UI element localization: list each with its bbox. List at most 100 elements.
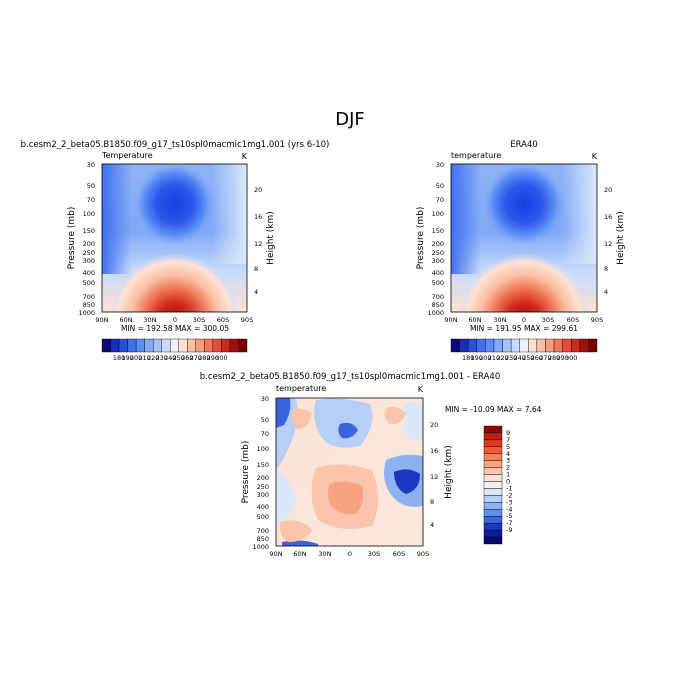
htick-model: 12 bbox=[254, 240, 262, 248]
height-ticks-model: 20 16 12 8 4 bbox=[254, 186, 262, 296]
colorbar-swatch bbox=[483, 522, 503, 531]
htick-model: 20 bbox=[254, 186, 262, 194]
colorbar-label: 200 bbox=[479, 354, 491, 362]
colorbar-label: 9 bbox=[506, 429, 510, 437]
lat-tick-obs: 0 bbox=[522, 316, 526, 324]
panel-title-obs: ERA40 bbox=[510, 140, 538, 150]
colorbar-swatch bbox=[483, 467, 503, 475]
colorbar-label: 5 bbox=[506, 443, 510, 451]
lat-tick-model: 60S bbox=[217, 316, 229, 324]
colorbar-label: 240 bbox=[164, 354, 176, 362]
lat-tick-diff: 60S bbox=[393, 550, 405, 558]
ptick-diff: 50 bbox=[261, 416, 269, 424]
colorbar-swatch bbox=[483, 446, 503, 454]
colorbar-label: 220 bbox=[496, 354, 508, 362]
colorbar-swatch bbox=[118, 338, 128, 353]
htick-diff: 20 bbox=[430, 421, 438, 429]
colorbar-label: 2 bbox=[506, 464, 510, 472]
ptick-diff: 150 bbox=[257, 461, 269, 469]
panel-obs: ERA40 temperature K Pressure (mb) Height… bbox=[416, 140, 626, 362]
lat-tick-diff: 90N bbox=[269, 550, 282, 558]
colorbar-swatch bbox=[483, 481, 503, 489]
diff-anomaly-warm bbox=[279, 520, 312, 542]
ptick-obs: 700 bbox=[432, 293, 444, 301]
ptick-diff: 850 bbox=[257, 535, 269, 543]
colorbar-label: 290 bbox=[556, 354, 568, 362]
colorbar-swatch bbox=[483, 516, 503, 524]
colorbar-swatch bbox=[238, 338, 248, 353]
htick-diff: 16 bbox=[430, 447, 438, 455]
colorbar-swatch bbox=[195, 338, 205, 353]
colorbar-label: 230 bbox=[155, 354, 167, 362]
panel-title-model: b.cesm2_2_beta05.B1850.f09_g17_ts10spl0m… bbox=[21, 140, 330, 150]
htick-obs: 20 bbox=[604, 186, 612, 194]
ptick-obs: 300 bbox=[432, 257, 444, 265]
ptick-model: 700 bbox=[83, 293, 95, 301]
colorbar-swatch bbox=[483, 453, 503, 461]
lat-tick-model: 90N bbox=[95, 316, 108, 324]
ptick-diff: 700 bbox=[257, 527, 269, 535]
colorbar-swatch bbox=[204, 338, 214, 353]
y-ticks-obs: 30 50 70 100 150 200 250 300 400 500 700… bbox=[427, 161, 444, 317]
colorbar-label: 4 bbox=[506, 450, 510, 458]
lat-tick-model: 30N bbox=[143, 316, 156, 324]
x-ticks-obs: 90N 60N 30N 0 30S 60S 90S bbox=[444, 316, 603, 324]
ptick-obs: 850 bbox=[432, 301, 444, 309]
lat-tick-diff: 30S bbox=[368, 550, 380, 558]
plot-frame-model bbox=[101, 163, 248, 313]
colorbar-swatch bbox=[553, 338, 563, 353]
colorbar-label: 280 bbox=[198, 354, 210, 362]
colorbar-label: 290 bbox=[207, 354, 219, 362]
lat-tick-model: 90S bbox=[241, 316, 253, 324]
colorbar-swatch bbox=[510, 338, 520, 353]
lat-tick-obs: 60N bbox=[468, 316, 481, 324]
colorbar-swatch bbox=[483, 425, 503, 434]
colorbar-label: -3 bbox=[506, 498, 512, 506]
units-obs: K bbox=[592, 152, 598, 161]
ptick-model: 150 bbox=[83, 227, 95, 235]
colorbar-swatch bbox=[588, 338, 598, 353]
htick-diff: 4 bbox=[430, 521, 434, 529]
lat-tick-model: 0 bbox=[173, 316, 177, 324]
minmax-obs: MIN = 191.95 MAX = 299.61 bbox=[470, 324, 578, 333]
lat-tick-diff: 60N bbox=[293, 550, 306, 558]
colorbar-label: 300 bbox=[565, 354, 577, 362]
colorbar-swatch bbox=[101, 338, 111, 353]
plot-frame-diff bbox=[275, 397, 424, 547]
field-warm-surface-model bbox=[102, 164, 247, 312]
ylabel-model: Pressure (mb) bbox=[67, 207, 77, 270]
diff-anomaly-warm bbox=[291, 408, 312, 430]
colorbar-swatch bbox=[229, 338, 239, 353]
lat-tick-diff: 90S bbox=[417, 550, 429, 558]
colorbar-label: 240 bbox=[513, 354, 525, 362]
lat-tick-diff: 30N bbox=[318, 550, 331, 558]
ptick-obs: 200 bbox=[432, 240, 444, 248]
colorbar-swatch bbox=[483, 439, 503, 448]
diff-anomaly-cool bbox=[276, 398, 291, 428]
colorbar-swatch bbox=[467, 338, 477, 353]
colorbar-swatch bbox=[483, 536, 503, 545]
diff-anomaly-warm bbox=[384, 406, 406, 425]
colorbar-swatch bbox=[483, 488, 503, 496]
colorbar-swatch bbox=[579, 338, 589, 353]
ylabel-diff: Pressure (mb) bbox=[241, 441, 251, 504]
minmax-diff: MIN = -10.09 MAX = 7.64 bbox=[445, 405, 542, 414]
ptick-model: 100 bbox=[83, 210, 95, 218]
colorbar-label: -7 bbox=[506, 519, 512, 527]
colorbar-swatch bbox=[127, 338, 137, 353]
panel-diff: b.cesm2_2_beta05.B1850.f09_g17_ts10spl0m… bbox=[200, 372, 542, 558]
height-ticks-diff: 20 16 12 8 4 bbox=[430, 421, 438, 529]
ptick-diff: 400 bbox=[257, 503, 269, 511]
colorbar-label: 180 bbox=[462, 354, 474, 362]
colorbar-label: 1 bbox=[506, 471, 510, 479]
htick-model: 8 bbox=[254, 265, 258, 273]
colorbar-swatch bbox=[483, 509, 503, 517]
plot-area-diff bbox=[275, 397, 424, 547]
colorbar-swatch bbox=[450, 338, 460, 353]
diff-anomaly-cool bbox=[394, 469, 420, 494]
lat-tick-diff: 0 bbox=[348, 550, 352, 558]
ptick-model: 50 bbox=[87, 182, 95, 190]
colorbar-swatch bbox=[483, 474, 503, 482]
